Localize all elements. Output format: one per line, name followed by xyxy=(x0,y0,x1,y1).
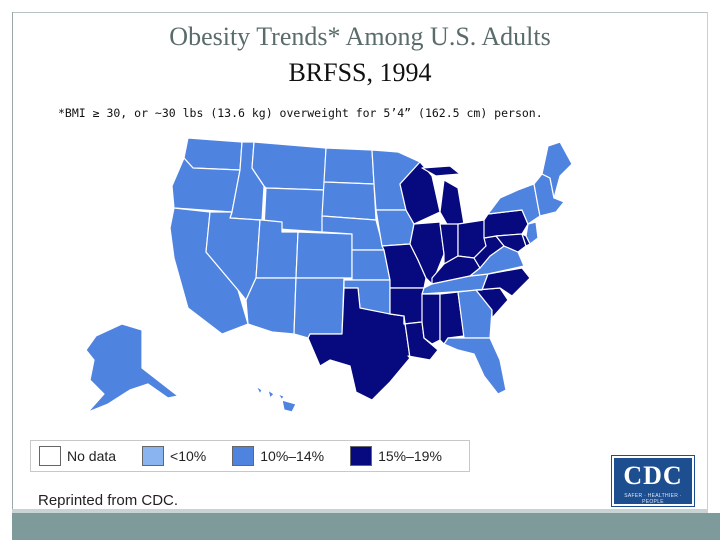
state-maine xyxy=(541,141,573,199)
slide-frame-left xyxy=(12,12,13,520)
state-florida xyxy=(443,337,507,395)
legend-label: <10% xyxy=(170,448,207,464)
state-colorado xyxy=(295,231,353,279)
legend-label: No data xyxy=(67,448,117,464)
legend-swatch xyxy=(350,446,373,466)
legend-item-15-19: 15%–19% xyxy=(350,446,442,466)
slide-frame-right xyxy=(707,12,708,520)
state-washington xyxy=(183,137,243,171)
state-maryland xyxy=(495,233,527,253)
map-legend: No data <10% 10%–14% 15%–19% xyxy=(30,440,470,472)
legend-swatch xyxy=(39,446,61,466)
us-obesity-map xyxy=(85,137,573,413)
cdc-logo-tagline: SAFER · HEALTHIER · PEOPLE xyxy=(624,493,682,505)
slide-footer-stripe xyxy=(12,509,708,513)
state-mississippi xyxy=(421,293,441,345)
cdc-logo-text: CDC xyxy=(623,461,683,490)
state-iowa xyxy=(375,209,415,247)
legend-swatch xyxy=(232,446,255,466)
slide-footer-bar xyxy=(12,513,720,540)
legend-item-no-data: No data xyxy=(39,446,116,466)
legend-label: 10%–14% xyxy=(260,448,325,464)
slide-title: Obesity Trends* Among U.S. Adults xyxy=(169,22,551,51)
legend-swatch xyxy=(142,446,165,466)
legend-item-under-10: <10% xyxy=(142,446,206,466)
contiguous-states xyxy=(169,137,573,401)
legend-item-10-14: 10%–14% xyxy=(232,446,324,466)
reprint-credit: Reprinted from CDC. xyxy=(38,492,179,509)
bmi-footnote: *BMI ≥ 30, or ~30 lbs (13.6 kg) overweig… xyxy=(58,106,543,120)
state-arizona xyxy=(245,277,297,335)
slide-subtitle: BRFSS, 1994 xyxy=(288,58,432,87)
alaska-hawaii xyxy=(85,323,297,413)
state-georgia xyxy=(457,289,493,339)
state-new-jersey xyxy=(525,221,539,245)
slide-frame-top xyxy=(12,12,708,13)
cdc-logo: CDC SAFER · HEALTHIER · PEOPLE xyxy=(611,455,695,507)
state-south-dakota xyxy=(321,181,377,221)
state-north-dakota xyxy=(323,147,375,185)
state-texas xyxy=(307,287,411,401)
state-new-england xyxy=(533,173,565,217)
state-delaware xyxy=(521,233,531,247)
state-hawaii xyxy=(255,385,297,413)
state-montana xyxy=(251,141,327,191)
legend-label: 15%–19% xyxy=(378,448,442,464)
state-new-mexico xyxy=(293,277,345,339)
state-alaska xyxy=(85,323,179,413)
